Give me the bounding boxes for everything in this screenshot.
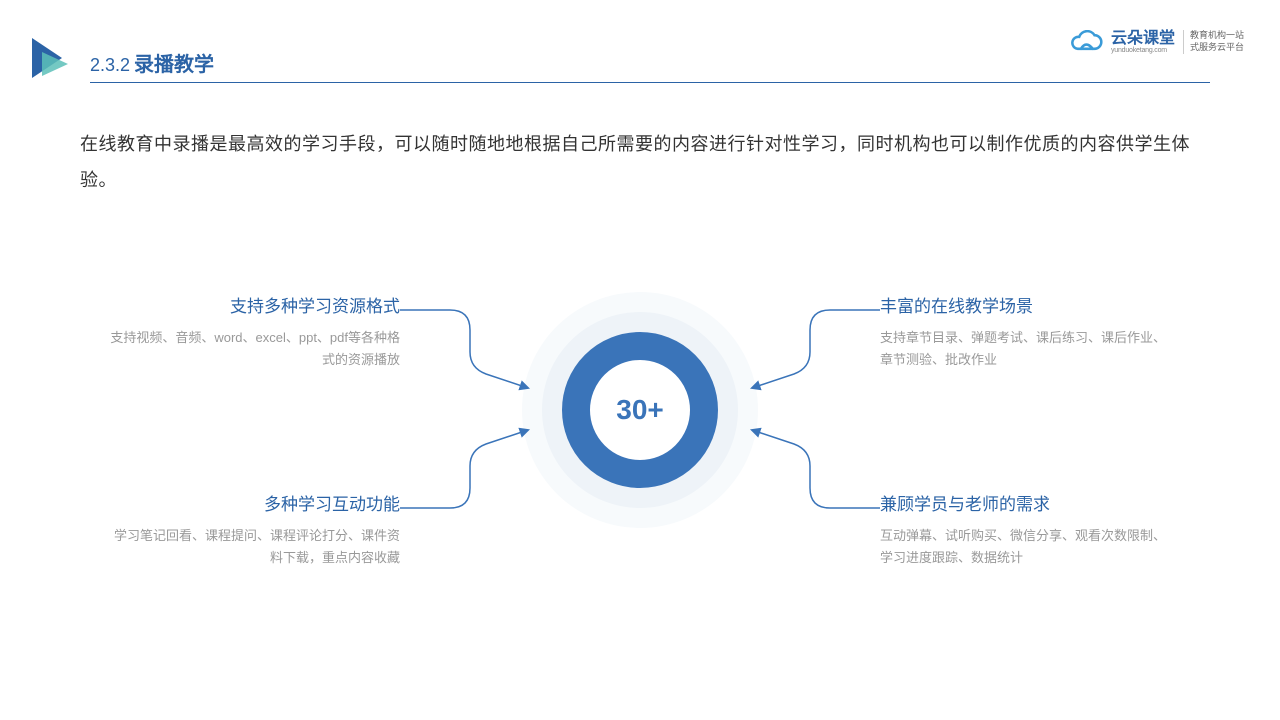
section-title: 2.3.2 录播教学 xyxy=(90,48,214,77)
feature-top-right: 丰富的在线教学场景 支持章节目录、弹题考试、课后练习、课后作业、章节测验、批改作… xyxy=(880,292,1170,371)
slide-header: 2.3.2 录播教学 云朵课堂 yunduoketang.com 教育机构一站 … xyxy=(0,30,1280,90)
feature-bottom-right: 兼顾学员与老师的需求 互动弹幕、试听购买、微信分享、观看次数限制、学习进度跟踪、… xyxy=(880,490,1170,569)
center-label: 30+ xyxy=(616,394,664,426)
feature-title: 兼顾学员与老师的需求 xyxy=(880,490,1170,515)
cloud-icon xyxy=(1069,30,1103,54)
logo-tagline: 教育机构一站 式服务云平台 xyxy=(1183,30,1244,53)
feature-title: 多种学习互动功能 xyxy=(110,490,400,515)
section-text: 录播教学 xyxy=(134,48,214,77)
feature-desc: 互动弹幕、试听购买、微信分享、观看次数限制、学习进度跟踪、数据统计 xyxy=(880,525,1170,569)
center-ring: 30+ xyxy=(520,290,760,530)
section-number: 2.3.2 xyxy=(90,55,130,76)
logo-tag-line2: 式服务云平台 xyxy=(1190,42,1244,54)
feature-desc: 支持章节目录、弹题考试、课后练习、课后作业、章节测验、批改作业 xyxy=(880,327,1170,371)
feature-title: 支持多种学习资源格式 xyxy=(110,292,400,317)
feature-desc: 支持视频、音频、word、excel、ppt、pdf等各种格式的资源播放 xyxy=(110,327,400,371)
play-icon xyxy=(32,38,76,83)
feature-top-left: 支持多种学习资源格式 支持视频、音频、word、excel、ppt、pdf等各种… xyxy=(110,292,400,371)
brand-logo: 云朵课堂 yunduoketang.com 教育机构一站 式服务云平台 xyxy=(1069,30,1244,54)
feature-desc: 学习笔记回看、课程提问、课程评论打分、课件资料下载，重点内容收藏 xyxy=(110,525,400,569)
title-underline xyxy=(90,82,1210,83)
feature-bottom-left: 多种学习互动功能 学习笔记回看、课程提问、课程评论打分、课件资料下载，重点内容收… xyxy=(110,490,400,569)
feature-title: 丰富的在线教学场景 xyxy=(880,292,1170,317)
logo-domain: yunduoketang.com xyxy=(1111,47,1175,54)
logo-tag-line1: 教育机构一站 xyxy=(1190,30,1244,42)
logo-name: 云朵课堂 xyxy=(1111,31,1175,47)
intro-text: 在线教育中录播是最高效的学习手段，可以随时随地地根据自己所需要的内容进行针对性学… xyxy=(80,126,1200,198)
feature-diagram: 30+ 支持多种学习资源格式 支持视频、音频、word、excel、ppt、pd… xyxy=(0,260,1280,640)
